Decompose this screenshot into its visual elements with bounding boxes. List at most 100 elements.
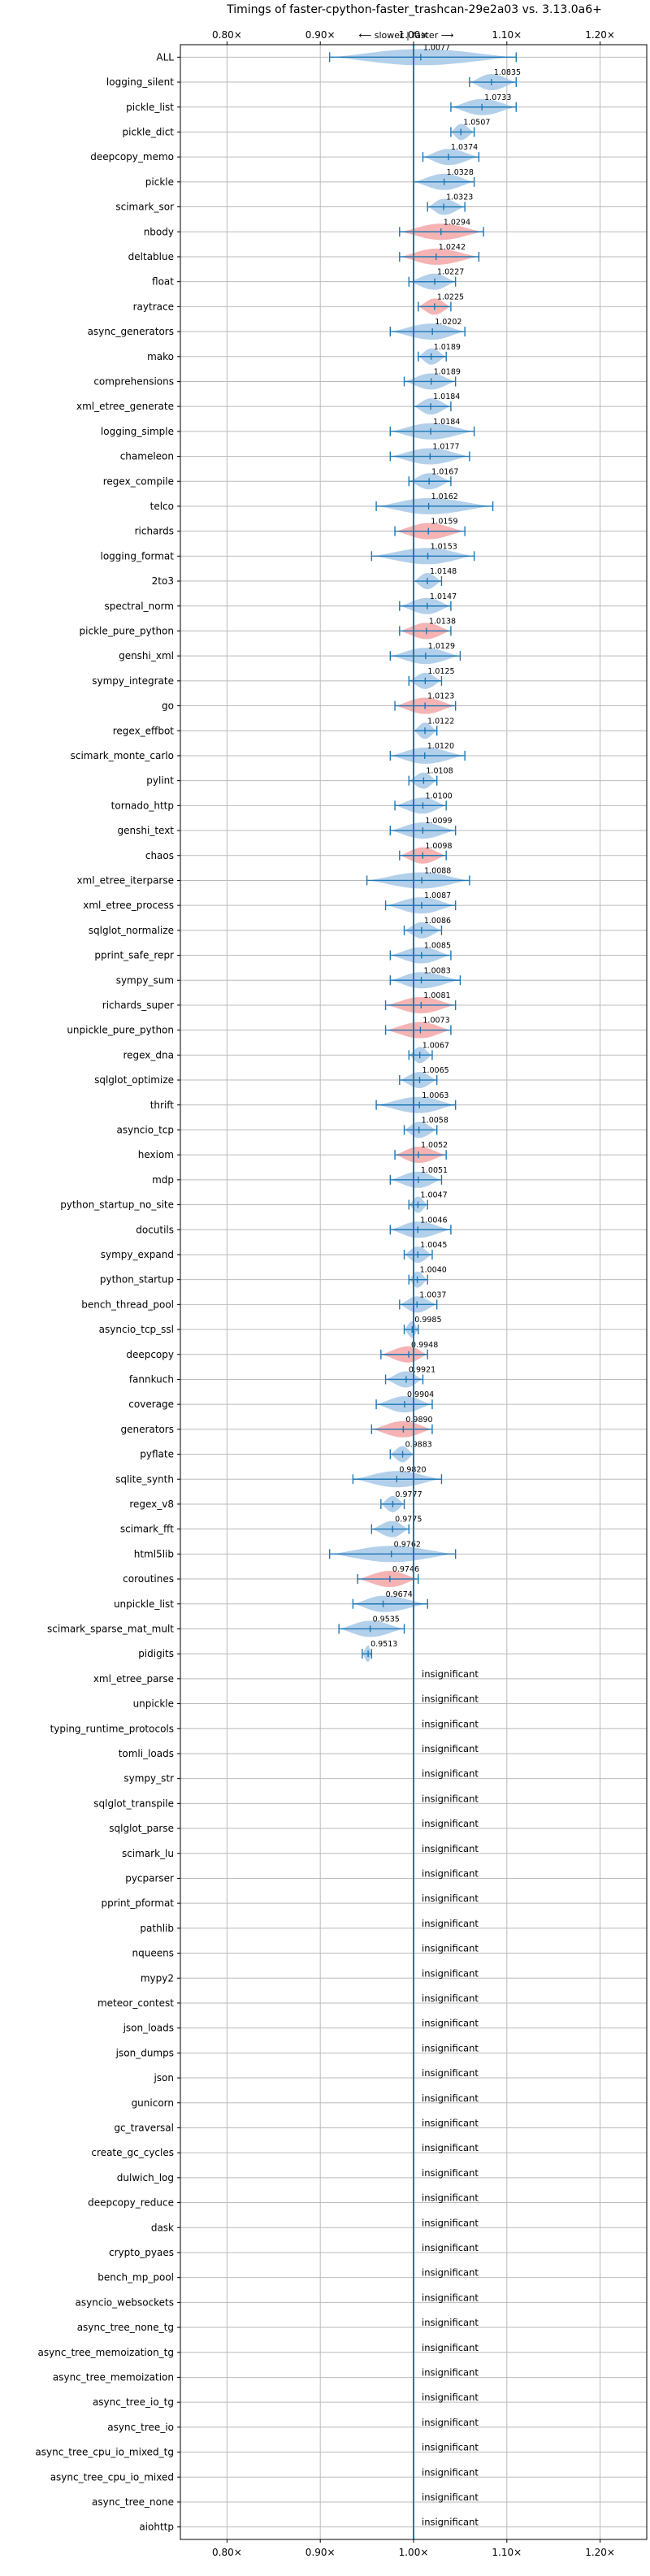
benchmark-label: create_gc_cycles <box>91 2147 174 2158</box>
benchmark-label: pprint_safe_repr <box>94 950 174 961</box>
value-label: 1.0162 <box>431 492 458 501</box>
insignificant-label: insignificant <box>422 2167 479 2179</box>
value-label: 1.0733 <box>484 93 511 102</box>
benchmark-label: asyncio_tcp_ssl <box>99 1324 174 1335</box>
value-label: 0.9513 <box>370 1640 397 1649</box>
value-label: 0.9890 <box>405 1416 432 1425</box>
benchmark-label: xml_etree_iterparse <box>76 874 174 886</box>
value-label: 0.9535 <box>373 1615 400 1624</box>
benchmark-label: pprint_pformat <box>102 1897 175 1909</box>
value-label: 1.0099 <box>425 817 452 826</box>
benchmark-label: deltablue <box>128 251 174 262</box>
value-label: 1.0051 <box>421 1166 448 1175</box>
insignificant-label: insignificant <box>422 1793 479 1804</box>
value-label: 0.9883 <box>405 1441 432 1450</box>
benchmark-label: pickle_list <box>126 102 174 113</box>
benchmark-label: gc_traversal <box>114 2122 174 2133</box>
insignificant-label: insignificant <box>422 2466 479 2478</box>
benchmark-label: deepcopy_memo <box>90 151 174 163</box>
benchmark-label: generators <box>120 1424 174 1435</box>
value-label: 1.0046 <box>420 1216 447 1225</box>
benchmark-label: crypto_pyaes <box>109 2247 174 2258</box>
benchmark-label: async_tree_io_tg <box>93 2396 174 2408</box>
benchmark-label: async_tree_cpu_io_mixed <box>50 2471 174 2483</box>
insignificant-label: insignificant <box>422 1893 479 1904</box>
value-label: 0.9746 <box>392 1565 419 1574</box>
benchmark-label: chaos <box>145 850 174 861</box>
value-label: 1.0125 <box>427 667 454 676</box>
benchmark-label: tomli_loads <box>119 1748 174 1759</box>
direction-label: ⟵ slower | faster ⟶ <box>359 30 454 41</box>
insignificant-label: insignificant <box>422 2242 479 2253</box>
benchmark-label: sqlglot_parse <box>109 1823 174 1834</box>
value-label: 1.0065 <box>422 1066 448 1075</box>
benchmark-label: gunicorn <box>132 2097 174 2109</box>
value-label: 1.0374 <box>451 143 478 152</box>
value-label: 1.0129 <box>428 642 455 651</box>
benchmark-label: docutils <box>136 1224 174 1235</box>
value-label: 1.0120 <box>427 742 454 751</box>
benchmark-label: hexiom <box>138 1149 174 1160</box>
benchmark-label: ALL <box>156 51 174 63</box>
value-label: 0.9775 <box>395 1516 422 1524</box>
benchmark-label: python_startup <box>100 1274 174 1286</box>
benchmark-label: mypy2 <box>141 1972 174 1984</box>
benchmark-label: html5lib <box>134 1548 174 1559</box>
benchmark-label: pickle_dict <box>123 126 175 137</box>
value-label: 0.9985 <box>414 1316 441 1325</box>
benchmark-label: regex_v8 <box>129 1498 174 1510</box>
value-label: 1.0085 <box>424 942 451 951</box>
benchmark-label: coroutines <box>123 1573 174 1585</box>
benchmark-label: async_tree_memoization <box>53 2371 174 2383</box>
insignificant-label: insignificant <box>422 1718 479 1729</box>
x-tick-label-top: 1.20× <box>585 29 615 41</box>
benchmark-label: comprehensions <box>93 375 174 387</box>
insignificant-label: insignificant <box>422 1743 479 1754</box>
benchmark-label: regex_effbot <box>113 725 175 736</box>
benchmark-label: telco <box>150 501 174 512</box>
benchmark-label: raytrace <box>133 301 174 312</box>
value-label: 1.0159 <box>431 518 457 527</box>
value-label: 1.0108 <box>426 767 453 776</box>
x-tick-label-top: 0.80× <box>212 29 242 41</box>
value-label: 1.0077 <box>423 43 450 52</box>
value-label: 1.0167 <box>431 467 458 476</box>
insignificant-label: insignificant <box>422 2192 479 2204</box>
value-label: 1.0087 <box>424 891 451 900</box>
value-label: 1.0184 <box>433 392 460 401</box>
x-tick-label-bottom: 0.90× <box>306 2547 336 2558</box>
benchmark-label: scimark_lu <box>122 1848 174 1859</box>
value-label: 1.0122 <box>427 717 454 726</box>
value-label: 1.0083 <box>424 966 451 975</box>
value-label: 1.0058 <box>422 1116 448 1125</box>
value-label: 0.9904 <box>407 1390 434 1399</box>
benchmark-label: pycparser <box>125 1872 174 1884</box>
benchmark-label: regex_dna <box>123 1049 174 1060</box>
benchmark-label: asyncio_tcp <box>116 1124 174 1135</box>
benchmark-label: python_startup_no_site <box>60 1199 174 1211</box>
value-label: 1.0202 <box>435 318 462 327</box>
value-label: 1.0184 <box>433 418 460 427</box>
value-label: 1.0227 <box>437 268 464 277</box>
benchmark-label: dulwich_log <box>117 2172 174 2184</box>
value-label: 1.0294 <box>444 218 470 227</box>
benchmark-label: sympy_integrate <box>92 675 174 687</box>
x-tick-label-top: 0.90× <box>306 29 336 41</box>
insignificant-label: insignificant <box>422 2517 479 2528</box>
benchmark-label: nbody <box>144 226 174 237</box>
benchmark-label: unpickle <box>133 1698 174 1710</box>
benchmark-label: bench_thread_pool <box>81 1299 174 1310</box>
benchmark-label: chameleon <box>120 451 174 462</box>
benchmark-label: async_tree_cpu_io_mixed_tg <box>35 2447 174 2458</box>
benchmark-label: xml_etree_generate <box>76 401 174 412</box>
value-label: 1.0507 <box>463 118 490 127</box>
value-label: 1.0323 <box>446 193 473 202</box>
value-label: 1.0189 <box>434 367 461 376</box>
value-label: 0.9762 <box>394 1540 421 1549</box>
benchmark-label: logging_format <box>100 550 174 562</box>
value-label: 1.0138 <box>429 617 456 626</box>
benchmark-label: json_loads <box>123 2023 174 2034</box>
insignificant-label: insignificant <box>422 1943 479 1954</box>
insignificant-label: insignificant <box>422 2292 479 2303</box>
